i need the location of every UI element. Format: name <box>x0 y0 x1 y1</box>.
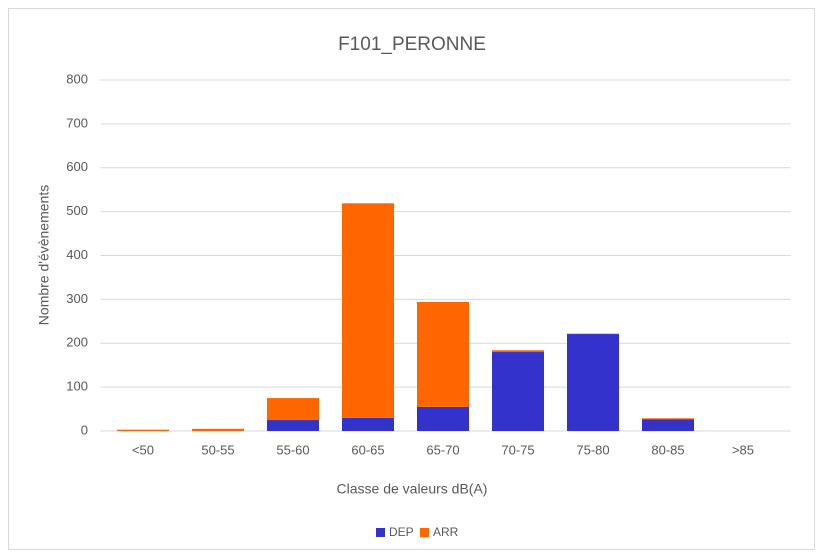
legend-label: ARR <box>433 525 459 539</box>
bar-segment <box>417 406 469 431</box>
chart-border <box>8 8 815 550</box>
bar-segment <box>117 429 169 431</box>
bar-segment <box>417 302 469 407</box>
x-tick-label: 75-80 <box>576 442 609 457</box>
x-tick-label: 55-60 <box>276 442 309 457</box>
x-tick-label: 70-75 <box>501 442 534 457</box>
y-tick-label: 800 <box>66 71 88 86</box>
legend-label: DEP <box>389 525 414 539</box>
y-tick-label: 700 <box>66 115 88 130</box>
x-tick-label: 80-85 <box>651 442 684 457</box>
y-tick-label: 400 <box>66 247 88 262</box>
bar-segment <box>342 203 394 418</box>
bar-segment <box>642 419 694 431</box>
bar-segment <box>567 334 619 431</box>
y-tick-label: 600 <box>66 159 88 174</box>
y-tick-label: 300 <box>66 291 88 306</box>
y-tick-label: 200 <box>66 335 88 350</box>
bar-segment <box>642 418 694 420</box>
legend-swatch <box>376 528 385 537</box>
bar-segment <box>192 428 244 431</box>
legend-swatch <box>420 528 429 537</box>
x-tick-label: <50 <box>132 442 154 457</box>
x-tick-label: 50-55 <box>201 442 234 457</box>
bar-segment <box>267 420 319 431</box>
x-axis-title: Classe de valeurs dB(A) <box>337 481 488 497</box>
y-axis-title: Nombre d'évènements <box>36 185 52 325</box>
bar-segment <box>492 350 544 353</box>
bar-segment <box>267 398 319 421</box>
y-tick-label: 0 <box>81 422 88 437</box>
chart-title: F101_PERONNE <box>338 34 486 55</box>
x-tick-label: >85 <box>732 442 754 457</box>
x-tick-label: 65-70 <box>426 442 459 457</box>
y-tick-label: 100 <box>66 379 88 394</box>
bar-segment <box>342 417 394 431</box>
x-tick-label: 60-65 <box>351 442 384 457</box>
bar-segment <box>492 352 544 431</box>
y-tick-label: 500 <box>66 203 88 218</box>
